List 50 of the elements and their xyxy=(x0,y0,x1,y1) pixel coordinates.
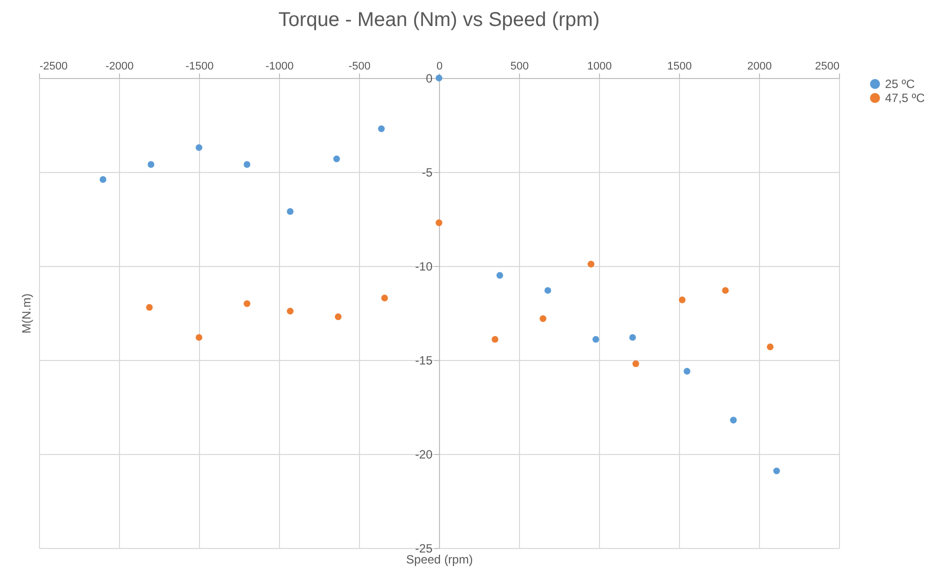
point xyxy=(722,287,729,294)
y-tick-label: -20 xyxy=(415,448,433,462)
point xyxy=(286,308,294,314)
legend-label: 25 ºC xyxy=(885,77,916,91)
x-tick-label: -1000 xyxy=(265,60,294,72)
x-tick-label: -2000 xyxy=(105,60,134,72)
point xyxy=(286,208,294,215)
point xyxy=(196,144,202,151)
point xyxy=(196,334,202,341)
x-axis-title: Speed (rpm) xyxy=(406,552,473,566)
point xyxy=(100,176,106,183)
y-tick-label: 0 xyxy=(426,72,433,86)
point xyxy=(244,161,250,168)
point xyxy=(678,296,686,304)
point xyxy=(148,161,154,168)
point xyxy=(540,315,546,322)
y-tick-label: -15 xyxy=(415,354,433,368)
point xyxy=(544,287,552,294)
x-tick-label: 1500 xyxy=(667,60,692,72)
point xyxy=(730,416,737,424)
legend-label: 47,5 ºC xyxy=(885,91,926,105)
point xyxy=(244,300,250,307)
point xyxy=(629,334,636,341)
point xyxy=(436,219,442,226)
point xyxy=(684,368,690,375)
x-tick-label: 1000 xyxy=(587,60,612,72)
chart-title: Torque - Mean (Nm) vs Speed (rpm) xyxy=(278,9,600,31)
point xyxy=(381,294,388,302)
point xyxy=(588,260,594,268)
point xyxy=(378,125,385,132)
point xyxy=(334,313,342,320)
x-tick-label: 0 xyxy=(436,60,443,72)
x-tick-label: 500 xyxy=(510,60,529,72)
x-tick-label: -1500 xyxy=(185,60,214,72)
x-tick-label: 2500 xyxy=(815,60,840,72)
point xyxy=(592,336,600,343)
point xyxy=(496,272,504,279)
point xyxy=(632,360,640,368)
y-tick-label: -10 xyxy=(415,260,433,274)
y-tick-label: -25 xyxy=(415,542,433,556)
point xyxy=(333,155,340,162)
x-tick-label: -2500 xyxy=(40,60,68,72)
point xyxy=(773,468,780,474)
x-tick-label: -500 xyxy=(348,60,371,72)
point xyxy=(146,304,153,311)
point xyxy=(492,336,498,343)
point xyxy=(766,343,774,350)
y-tick-label: -5 xyxy=(422,166,433,180)
y-axis-title: M(N.m) xyxy=(20,294,34,334)
x-tick-label: 2000 xyxy=(747,60,772,72)
